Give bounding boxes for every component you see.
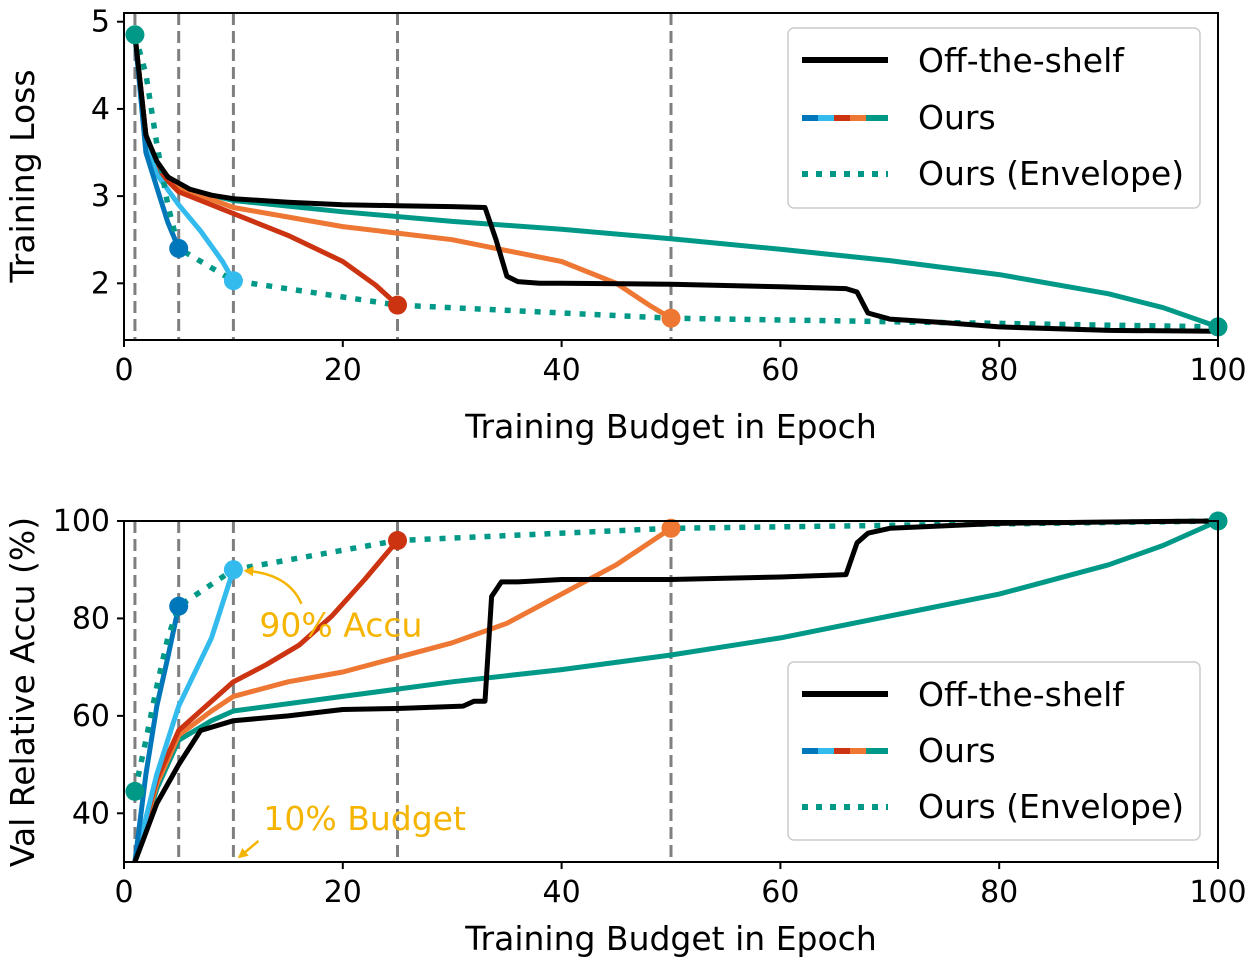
marker-epoch-10: [223, 271, 243, 291]
y-tick-label: 4: [91, 92, 110, 127]
marker-epoch-10: [223, 560, 243, 580]
marker-epoch-5: [169, 238, 189, 258]
x-tick-label: 80: [980, 353, 1018, 388]
x-tick-label: 100: [1189, 875, 1246, 910]
x-tick-label: 100: [1189, 353, 1246, 388]
legend: Off-the-shelf Ours Ours (Envelope): [787, 27, 1201, 209]
marker-epoch-25: [388, 530, 407, 550]
x-tick-label: 0: [114, 353, 133, 388]
x-tick-label: 0: [114, 875, 133, 910]
legend: Off-the-shelf Ours Ours (Envelope): [787, 661, 1201, 841]
y-tick-label: 3: [91, 179, 110, 214]
x-tick-label: 60: [761, 353, 799, 388]
series-ours-b50: [132, 32, 674, 321]
plot-area: 0 20 40 60 80 100 2 3 4 5: [91, 5, 1247, 388]
x-tick-label: 60: [761, 875, 799, 910]
series-ours-b5: [132, 603, 182, 862]
legend-box: [787, 661, 1201, 841]
plot-frame: [123, 12, 1219, 341]
training-loss-chart: Training Loss Training Budget in Epoch 0…: [3, 5, 1247, 446]
y-tick-label: 100: [53, 504, 110, 539]
annotation-arrow: [243, 566, 303, 605]
legend-box: [787, 27, 1201, 209]
y-axis-label: Training Loss: [3, 69, 42, 283]
x-tick-label: 40: [543, 875, 581, 910]
marker-epoch-5: [169, 596, 189, 616]
y-tick-label: 40: [72, 796, 110, 831]
y-tick-label: 60: [72, 699, 110, 734]
marker-epoch-25: [388, 295, 407, 315]
marker-epoch-1: [125, 25, 145, 45]
val-accuracy-chart: Val Relative Accu (%) Training Budget in…: [3, 504, 1247, 958]
y-tick-label: 2: [91, 266, 110, 301]
series-off-the-shelf: [132, 518, 1221, 862]
legend-label-envelope: Ours (Envelope): [918, 787, 1184, 826]
series-ours-b25: [132, 32, 400, 308]
y-axis-label: Val Relative Accu (%): [3, 517, 42, 867]
series-group: [125, 25, 1228, 337]
series-ours-b25: [132, 538, 400, 862]
legend-label-ours: Ours: [918, 731, 996, 770]
x-tick-label: 40: [543, 353, 581, 388]
series-envelope: [132, 34, 1219, 330]
y-tick-label: 80: [72, 601, 110, 636]
x-tick-label: 20: [324, 875, 362, 910]
plot-frame: [123, 520, 1219, 863]
annotation-arrow: [237, 840, 260, 859]
x-tick-label: 80: [980, 875, 1018, 910]
marker-epoch-1: [125, 781, 145, 801]
series-off-the-shelf: [132, 32, 1221, 334]
annotation-label: 90% Accu: [259, 606, 422, 645]
x-axis-label: Training Budget in Epoch: [464, 407, 877, 446]
marker-epoch-50: [661, 308, 681, 328]
legend-label-ours: Ours: [918, 98, 996, 137]
x-axis-label: Training Budget in Epoch: [464, 919, 877, 958]
y-tick-label: 5: [91, 5, 110, 40]
plot-area: 0 20 40 60 80 100 40 60 80 100 90% Accu 10% Budget: [53, 504, 1247, 910]
series-envelope: [132, 518, 1219, 792]
series-ours-b10: [132, 567, 236, 862]
annotation-label: 10% Budget: [263, 799, 466, 838]
series-ours-b100: [132, 518, 1221, 862]
series-group: [125, 511, 1228, 862]
legend-label-envelope: Ours (Envelope): [918, 154, 1184, 193]
legend-label-off-the-shelf: Off-the-shelf: [918, 41, 1125, 80]
marker-epoch-50: [661, 518, 681, 538]
legend-label-off-the-shelf: Off-the-shelf: [918, 675, 1125, 714]
x-tick-label: 20: [324, 353, 362, 388]
